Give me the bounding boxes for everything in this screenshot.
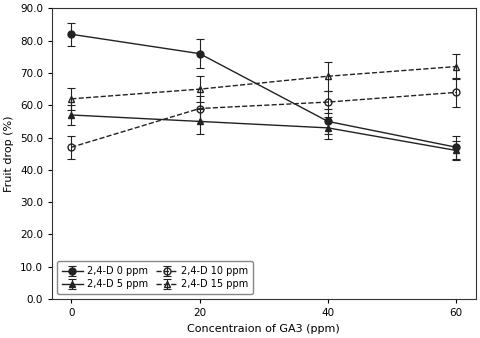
Legend: 2,4-D 0 ppm, 2,4-D 5 ppm, 2,4-D 10 ppm, 2,4-D 15 ppm: 2,4-D 0 ppm, 2,4-D 5 ppm, 2,4-D 10 ppm, …: [57, 262, 253, 294]
Y-axis label: Fruit drop (%): Fruit drop (%): [4, 116, 14, 192]
X-axis label: Concentraion of GA3 (ppm): Concentraion of GA3 (ppm): [187, 323, 340, 334]
